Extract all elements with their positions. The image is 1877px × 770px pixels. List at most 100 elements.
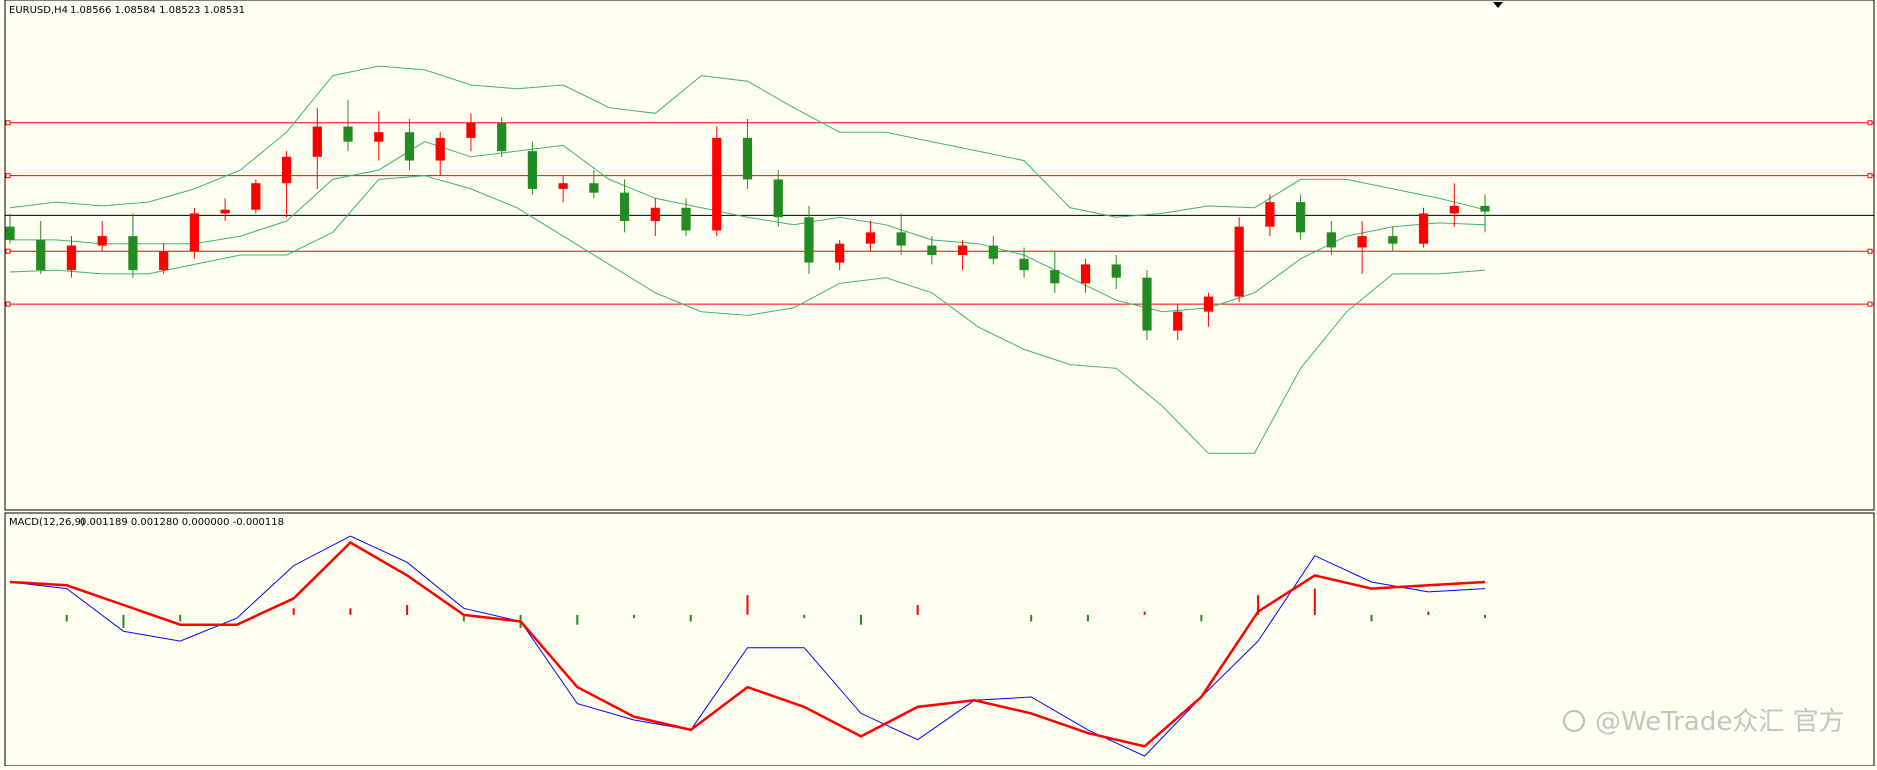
candle: [650, 198, 660, 237]
bollinger-lower-line: [9, 175, 1486, 454]
candle-body: [681, 207, 691, 231]
candle: [1173, 304, 1183, 340]
candle: [1449, 183, 1459, 227]
candle-body: [650, 207, 660, 221]
candle-body: [896, 232, 906, 246]
candle-body: [1203, 296, 1214, 312]
bollinger-upper-line: [9, 65, 1486, 218]
candle: [681, 198, 691, 237]
ohlc-values: 1.08566 1.08584 1.08523 1.08531: [70, 5, 245, 16]
candle: [1019, 247, 1029, 278]
candle-body: [36, 239, 46, 271]
candle: [896, 213, 906, 255]
candle: [1203, 292, 1214, 327]
candles: [5, 100, 1490, 340]
candle-body: [497, 122, 507, 152]
candle: [835, 239, 845, 271]
macd-line: [9, 535, 1486, 757]
candle: [589, 170, 599, 199]
candle: [1111, 255, 1121, 289]
candle: [128, 213, 138, 278]
candle-body: [1019, 258, 1029, 271]
level-handle-right: [1867, 301, 1873, 307]
candle-body: [1234, 226, 1244, 297]
candle-body: [1265, 202, 1275, 227]
candle: [435, 132, 445, 176]
candle-body: [712, 137, 722, 231]
candle: [220, 198, 230, 221]
weibo-logo-icon: [1563, 710, 1585, 732]
candle-body: [527, 151, 538, 189]
macd-lines: [9, 535, 1486, 757]
candle-body: [466, 122, 476, 138]
candle-body: [589, 183, 599, 193]
candle: [1142, 270, 1152, 340]
candle: [36, 221, 46, 274]
candle: [1388, 226, 1398, 252]
horizontal-levels: [5, 120, 1874, 307]
level-handle-left: [5, 120, 11, 126]
watermark-text: @WeTrade众汇 官方: [1595, 707, 1845, 737]
candle: [159, 243, 169, 274]
candle: [712, 126, 722, 237]
candle: [1265, 194, 1275, 237]
candle-body: [988, 245, 998, 259]
candle: [1080, 258, 1091, 293]
candle-body: [343, 126, 353, 142]
candle: [1326, 221, 1336, 255]
candle: [773, 170, 783, 227]
candle: [281, 151, 292, 218]
candle-body: [251, 183, 261, 210]
candle-body: [558, 183, 568, 189]
signal-line: [9, 541, 1486, 748]
candle-body: [1173, 311, 1183, 331]
level-handle-right: [1867, 173, 1873, 179]
candle: [1480, 194, 1490, 233]
chart-shift-marker[interactable]: [1493, 2, 1503, 8]
candle: [1418, 207, 1429, 248]
candle: [5, 213, 15, 244]
candle-body: [220, 209, 230, 214]
candle: [497, 117, 507, 157]
candle-body: [312, 126, 322, 157]
candle: [466, 113, 476, 152]
candle: [988, 236, 998, 265]
candle: [189, 207, 199, 259]
candle-body: [957, 245, 968, 255]
level-handle-left: [5, 248, 11, 254]
candle-body: [97, 236, 107, 246]
candle-body: [159, 251, 169, 271]
candle: [1234, 217, 1244, 303]
candle-body: [1480, 205, 1490, 212]
candle: [527, 141, 538, 195]
candle: [1357, 221, 1367, 274]
indicator-values: 0.001189 0.001280 0.000000 -0.000118: [80, 517, 284, 528]
candle-body: [281, 156, 292, 184]
level-handle-left: [5, 173, 11, 179]
watermark: @WeTrade众汇 官方: [1563, 707, 1845, 737]
candle: [742, 119, 753, 189]
candle-body: [1142, 277, 1152, 331]
indicator-label: MACD(12,26,9): [9, 517, 85, 528]
candle-body: [927, 245, 937, 255]
candle-body: [1296, 202, 1306, 233]
candle-body: [66, 245, 77, 271]
candle-body: [835, 243, 845, 263]
symbol-label: EURUSD,H4: [9, 5, 68, 16]
candle-body: [435, 137, 445, 161]
candle: [1296, 194, 1306, 240]
level-handle-left: [5, 301, 11, 307]
candle: [374, 111, 384, 161]
candle: [251, 179, 261, 214]
candle-body: [404, 132, 415, 161]
candle: [66, 236, 77, 278]
candle: [558, 175, 568, 203]
candle: [619, 179, 630, 233]
candle: [927, 236, 937, 265]
candle-body: [865, 232, 876, 244]
candle-body: [1449, 205, 1459, 214]
candle-body: [189, 213, 199, 252]
